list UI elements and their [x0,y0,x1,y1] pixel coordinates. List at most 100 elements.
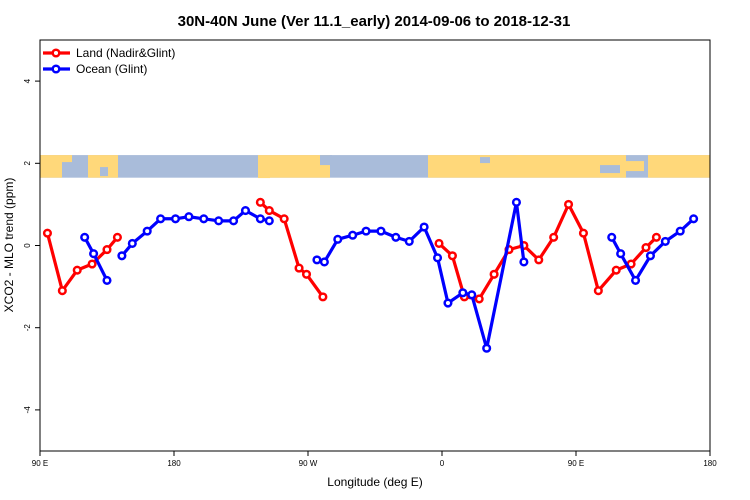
strip-land-3 [428,155,626,178]
x-axis-ticks: 90 E 180 90 W 0 90 E 180 [32,451,717,468]
series-1-point-2-7 [404,236,414,246]
series-0-point-0-2 [72,265,82,275]
series-0-point-1-2 [279,214,289,224]
series-0-point-1-5 [318,292,328,302]
x-tick-label-3: 0 [440,459,445,468]
series-1-point-2-5 [376,226,386,236]
series-0-point-1-0 [255,197,265,207]
x-tick-label-0: 90 E [32,459,48,468]
series-0-point-2-12 [611,265,621,275]
series-1-point-2-15 [519,257,529,267]
series-1-point-2-6 [391,232,401,242]
series-0-point-0-4 [102,245,112,255]
series-1-point-1-0 [117,251,127,261]
strip-coast-0 [62,155,72,163]
series-1-point-0-0 [80,232,90,242]
series-1-point-3-1 [616,249,626,259]
legend-marker-0 [51,48,61,58]
series-1-point-2-12 [467,290,477,300]
strip-coast-5 [480,157,490,164]
x-axis-label: Longitude (deg E) [327,475,422,489]
chart-title: 30N-40N June (Ver 11.1_early) 2014-09-06… [178,13,571,30]
series-1-point-1-6 [199,214,209,224]
series-0-point-2-8 [549,232,559,242]
x-tick-label-2: 90 W [299,459,318,468]
series-0-point-2-11 [593,286,603,296]
y-axis-ticks: -4 -2 0 2 4 [23,78,40,413]
series-1-point-3-5 [675,226,685,236]
strip-coast-6 [516,155,522,162]
x-tick-label-1: 180 [167,459,181,468]
series-1-point-1-1 [127,238,137,248]
x-tick-label-4: 90 E [568,459,584,468]
series-0-point-2-9 [564,199,574,209]
series-1-point-2-8 [419,222,429,232]
plot-frame [39,39,711,452]
series-0-point-2-0 [434,238,444,248]
series-1-point-1-11 [264,216,274,226]
series-1-point-2-11 [458,288,468,298]
series-1-point-1-9 [240,206,251,216]
strip-coast-8 [626,161,644,172]
series-0 [42,197,661,304]
land-ocean-strip [40,155,710,179]
series-0-point-0-0 [42,228,52,238]
series-0-point-2-4 [489,269,499,279]
series-1 [80,197,699,353]
series-0-point-2-7 [534,255,544,265]
series-1-point-1-4 [170,214,181,224]
series-1-point-0-2 [102,275,112,285]
series-1-point-2-14 [511,197,521,207]
series-0-point-2-10 [578,228,588,238]
legend-label-0: Land (Nadir&Glint) [76,46,175,60]
series-layer [42,197,699,353]
series-1-point-2-0 [312,255,322,265]
strip-coast-4 [440,163,454,172]
series-0-point-2-1 [447,251,457,261]
y-tick-label-2: 0 [23,243,32,248]
strip-coast-2 [258,169,270,179]
series-1-point-0-1 [89,249,99,259]
series-0-point-1-4 [301,269,312,279]
series-1-point-3-4 [660,236,670,246]
series-1-point-3-0 [607,232,617,242]
y-tick-label-3: 2 [23,161,32,166]
strip-coast-3 [320,155,332,166]
strip-land-1 [88,155,118,178]
series-0-point-0-3 [87,259,97,269]
series-1-point-2-3 [348,230,358,240]
series-0-point-2-3 [474,294,484,304]
series-1-point-1-5 [184,212,194,222]
series-1-point-3-6 [689,214,699,224]
y-tick-label-1: -2 [23,324,32,332]
y-axis-label: XCO2 - MLO trend (ppm) [2,178,16,313]
series-1-point-2-1 [319,257,329,267]
legend-label-1: Ocean (Glint) [76,62,147,76]
strip-coast-1 [100,167,108,177]
series-1-point-3-2 [631,275,641,285]
series-0-point-1-1 [264,206,274,216]
series-1-point-2-9 [432,253,443,263]
series-1-point-2-2 [333,234,343,244]
strip-land-0 [40,155,62,178]
series-1-point-3-3 [645,251,655,261]
series-1-point-2-4 [361,226,371,236]
strip-land-4 [648,155,710,178]
series-0-point-0-1 [57,286,67,296]
series-1-line-2 [316,200,526,350]
series-1-point-1-7 [214,216,224,226]
series-1-point-2-13 [482,343,492,353]
legend-marker-1 [51,64,61,74]
strip-land-2 [258,155,330,178]
y-tick-label-0: -4 [23,406,32,414]
legend: Land (Nadir&Glint) Ocean (Glint) [43,46,175,76]
series-0-point-0-5 [112,232,122,242]
series-0-point-2-15 [651,232,661,242]
series-1-point-1-2 [142,226,152,236]
series-1-line-0 [83,236,109,282]
series-1-point-1-10 [255,214,265,224]
series-1-point-2-10 [443,298,453,308]
y-tick-label-4: 4 [23,78,32,83]
x-tick-label-5: 180 [703,459,717,468]
